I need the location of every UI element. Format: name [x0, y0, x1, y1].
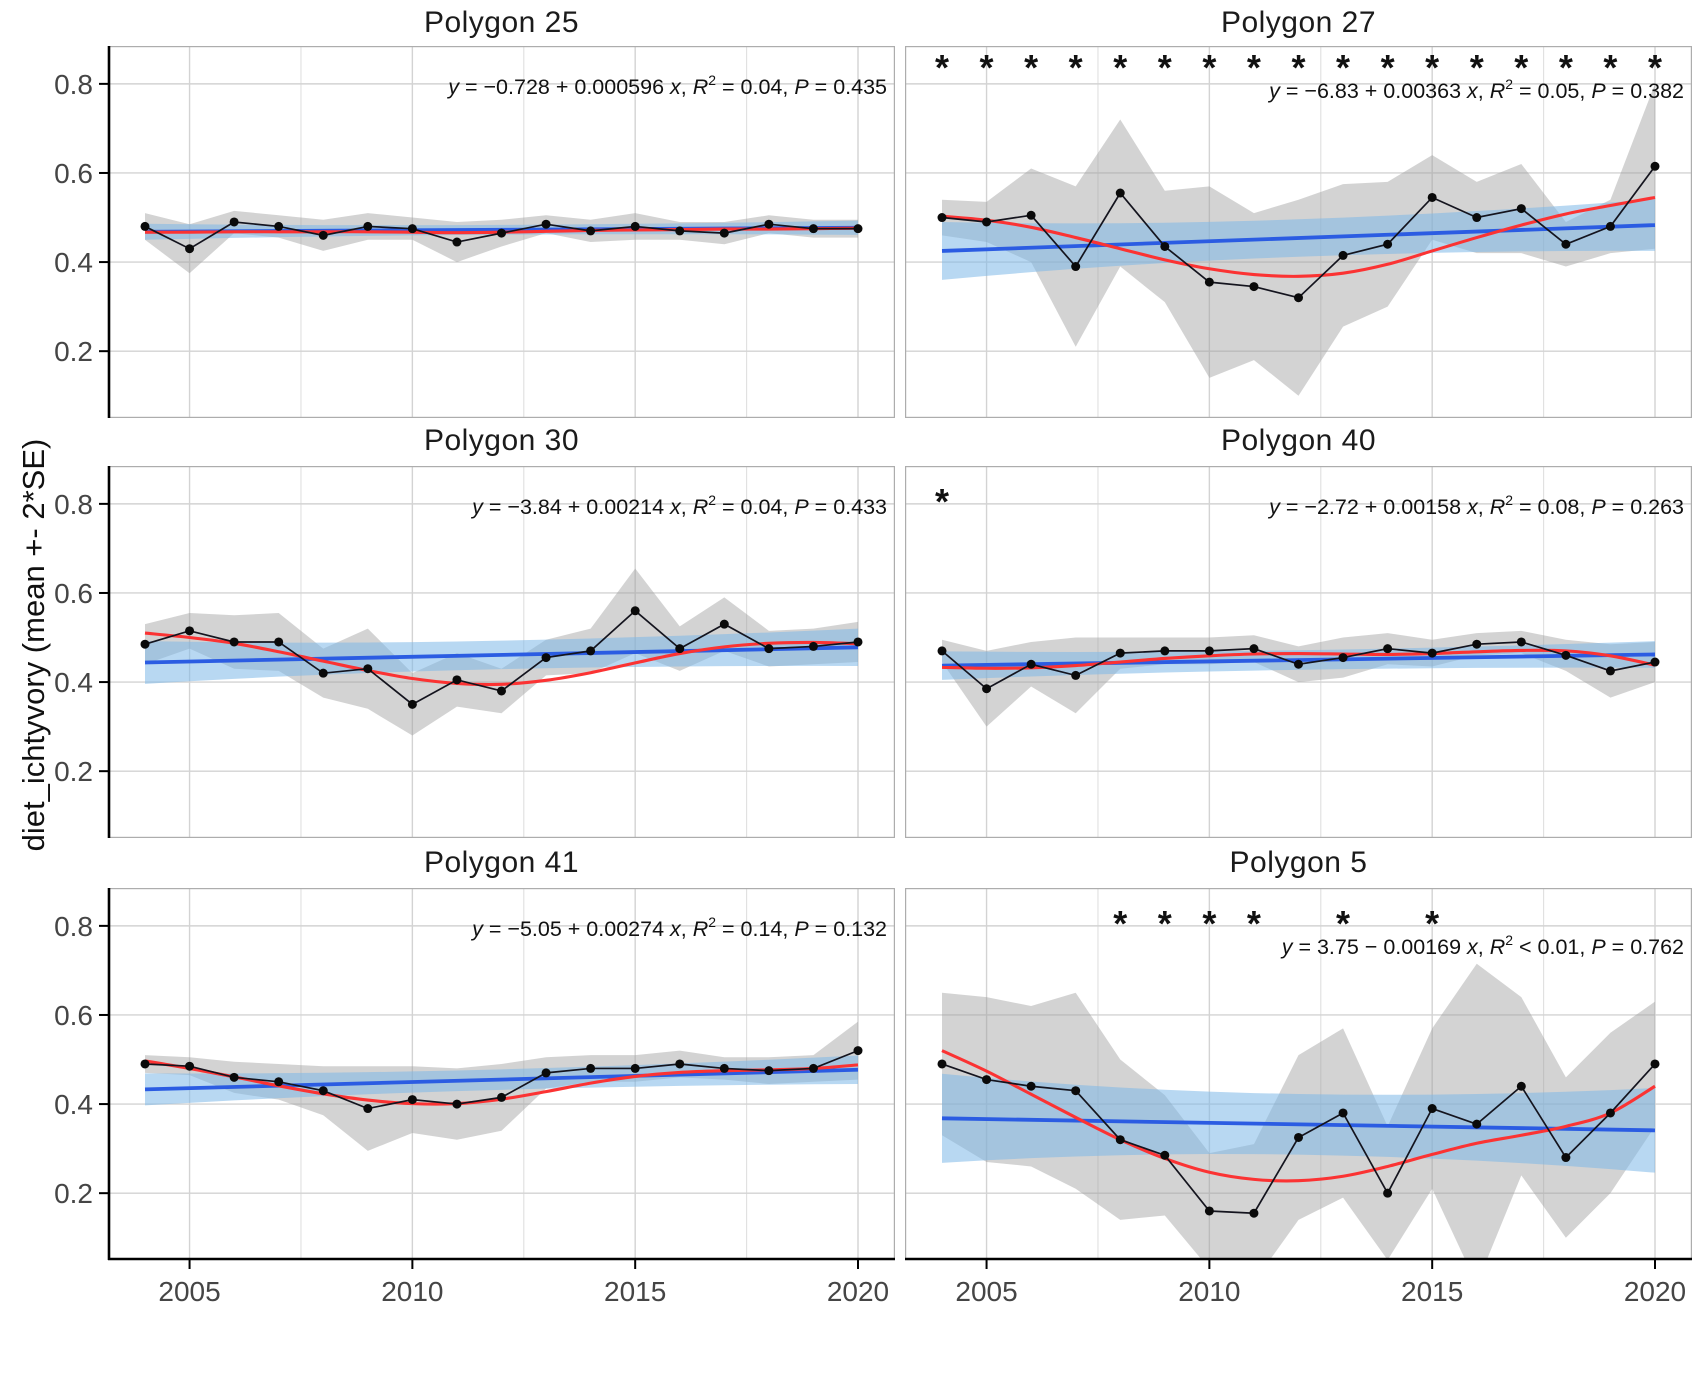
svg-text:y = −0.728 + 0.000596 x, R2 =: y = −0.728 + 0.000596 x, R2 = 0.04, P = … — [446, 72, 887, 99]
svg-text:0.6: 0.6 — [54, 1000, 93, 1031]
svg-text:*: * — [1648, 47, 1662, 88]
plot-panel-polygon-27: * * * * * * * * * * * * * * * * *y = −6.83 + 0.00363 x, … — [905, 46, 1692, 418]
svg-text:2005: 2005 — [955, 1276, 1017, 1307]
svg-text:0.8: 0.8 — [54, 69, 93, 100]
svg-text:0.4: 0.4 — [54, 247, 93, 278]
svg-text:*: * — [1247, 903, 1261, 944]
svg-text:*: * — [1336, 903, 1350, 944]
svg-text:0.6: 0.6 — [54, 578, 93, 609]
svg-text:2005: 2005 — [158, 1276, 220, 1307]
svg-text:2020: 2020 — [1624, 1276, 1686, 1307]
svg-text:y = −6.83 + 0.00363 x, R2 = 0.: y = −6.83 + 0.00363 x, R2 = 0.05, P = 0.… — [1267, 76, 1684, 103]
svg-text:*: * — [1158, 903, 1172, 944]
y-axis-title: diet_ichtyvory (mean +- 2*SE) — [16, 438, 51, 852]
svg-text:2015: 2015 — [604, 1276, 666, 1307]
svg-text:0.8: 0.8 — [54, 489, 93, 520]
svg-text:*: * — [1603, 47, 1617, 88]
svg-text:0.2: 0.2 — [54, 1178, 93, 1209]
svg-text:y = −5.05 + 0.00274 x, R2 = 0.: y = −5.05 + 0.00274 x, R2 = 0.14, P = 0.… — [470, 914, 887, 941]
svg-text:*: * — [1113, 903, 1127, 944]
svg-text:*: * — [1069, 47, 1083, 88]
plot-panel-polygon-5: * * * * * *y = 3.75 − 0.00169 x, R2 < 0.01, P… — [905, 888, 1692, 1307]
svg-text:*: * — [1247, 47, 1261, 88]
svg-text:0.8: 0.8 — [54, 911, 93, 942]
svg-text:*: * — [1514, 47, 1528, 88]
svg-text:*: * — [1425, 903, 1439, 944]
panel-title-polygon-40: Polygon 40 — [1220, 424, 1377, 457]
panel-title-polygon-27: Polygon 27 — [1220, 6, 1377, 39]
svg-text:y = −3.84 + 0.00214 x, R2 = 0.: y = −3.84 + 0.00214 x, R2 = 0.04, P = 0.… — [470, 492, 887, 519]
svg-text:*: * — [1202, 47, 1216, 88]
svg-text:2010: 2010 — [1178, 1276, 1240, 1307]
plot-panel-polygon-25: y = −0.728 + 0.000596 x, R2 = 0.04, P = … — [54, 46, 895, 418]
svg-text:*: * — [1291, 47, 1305, 88]
svg-text:*: * — [1024, 47, 1038, 88]
plot-panel-polygon-40: * y = −2.72 + 0.00158 x, R2 = 0.08, P = 0… — [905, 466, 1692, 838]
svg-text:*: * — [1158, 47, 1172, 88]
svg-text:0.6: 0.6 — [54, 158, 93, 189]
svg-text:2015: 2015 — [1401, 1276, 1463, 1307]
svg-text:0.4: 0.4 — [54, 1089, 93, 1120]
svg-text:*: * — [1113, 47, 1127, 88]
svg-text:0.2: 0.2 — [54, 336, 93, 367]
svg-text:y = −2.72 + 0.00158 x, R2 = 0.: y = −2.72 + 0.00158 x, R2 = 0.08, P = 0.… — [1267, 492, 1684, 519]
svg-text:*: * — [935, 47, 949, 88]
svg-text:*: * — [1381, 47, 1395, 88]
svg-text:2010: 2010 — [381, 1276, 443, 1307]
panel-title-polygon-25: Polygon 25 — [423, 6, 580, 39]
svg-text:*: * — [1559, 47, 1573, 88]
svg-text:0.2: 0.2 — [54, 756, 93, 787]
svg-text:*: * — [1336, 47, 1350, 88]
plot-panel-polygon-41: y = −5.05 + 0.00274 x, R2 = 0.14, P = 0.… — [54, 888, 895, 1307]
svg-text:*: * — [980, 47, 994, 88]
svg-text:2020: 2020 — [827, 1276, 889, 1307]
svg-text:*: * — [935, 481, 949, 522]
svg-text:*: * — [1425, 47, 1439, 88]
panel-title-polygon-30: Polygon 30 — [423, 424, 580, 457]
panel-title-polygon-41: Polygon 41 — [423, 846, 580, 879]
svg-text:y = 3.75 − 0.00169 x, R2 < 0.0: y = 3.75 − 0.00169 x, R2 < 0.01, P = 0.7… — [1280, 932, 1684, 959]
svg-text:*: * — [1202, 903, 1216, 944]
svg-text:0.4: 0.4 — [54, 667, 93, 698]
plot-panel-polygon-30: y = −3.84 + 0.00214 x, R2 = 0.04, P = 0.… — [54, 466, 895, 838]
panel-title-polygon-5: Polygon 5 — [1229, 846, 1368, 879]
svg-text:*: * — [1470, 47, 1484, 88]
